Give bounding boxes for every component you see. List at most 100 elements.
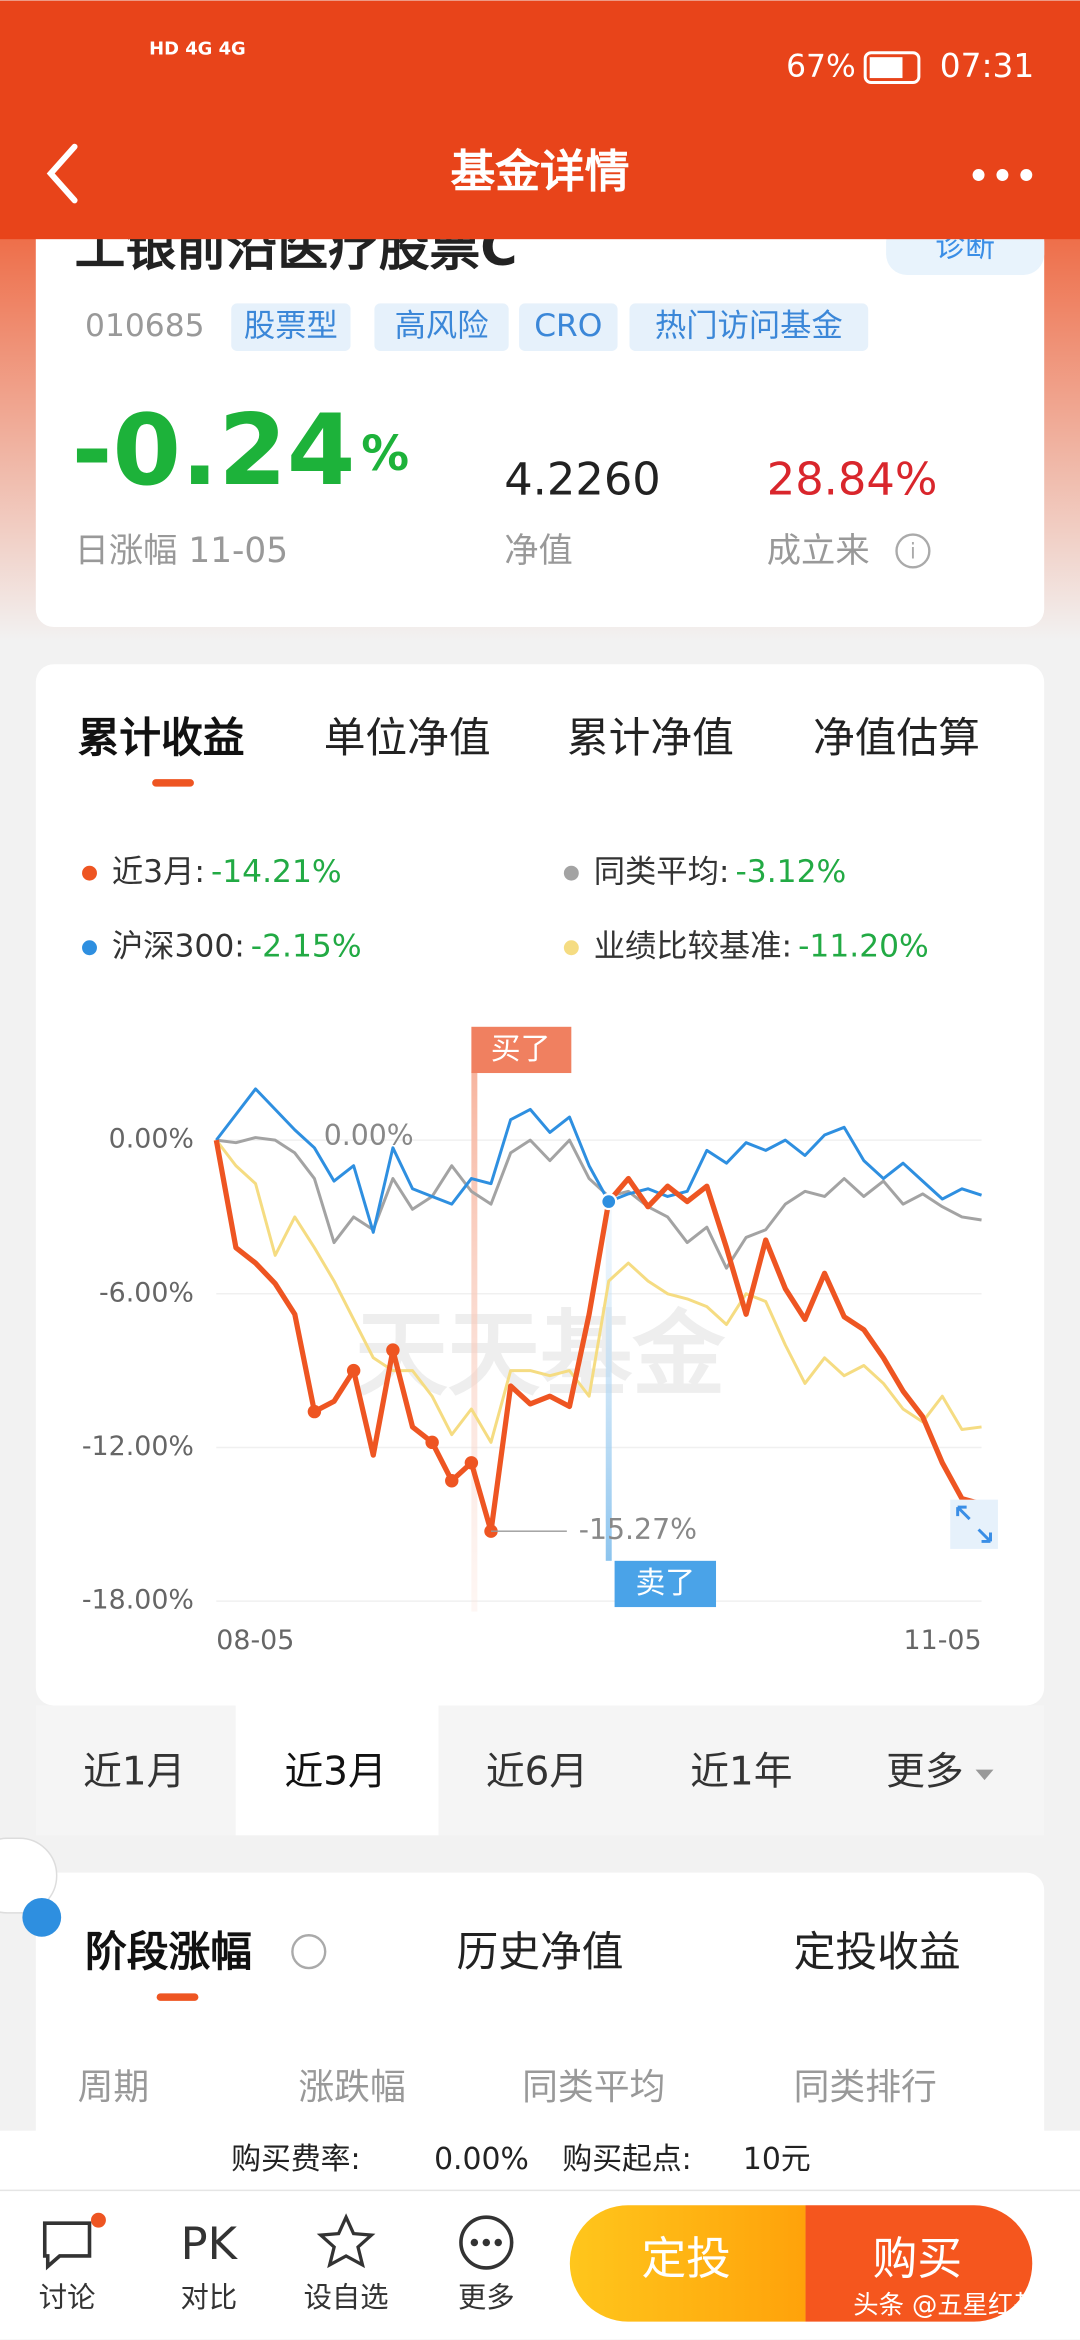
info-icon[interactable]	[291, 1934, 327, 1970]
legend-dot	[563, 865, 579, 881]
watch-icon[interactable]	[316, 2213, 376, 2269]
expand-icon[interactable]	[950, 1499, 998, 1549]
discuss-icon[interactable]	[42, 2221, 92, 2271]
fee-min: 10元	[743, 2142, 811, 2177]
info-icon[interactable]	[895, 533, 931, 569]
tab-underline	[152, 779, 194, 787]
x-tick-label: 08-05	[216, 1625, 294, 1656]
signal-icons: HD 4G 4G	[149, 39, 246, 60]
nav-label[interactable]: 更多	[458, 2281, 515, 2314]
chart-watermark: 天天基金	[355, 1300, 725, 1408]
fee-min-label: 购买起点:	[562, 2142, 691, 2177]
fee-rate-label: 购买费率:	[231, 2142, 360, 2177]
legend-entry: 近3月: -14.21%	[112, 854, 342, 890]
nav-label: 净值	[504, 531, 573, 571]
legend-entry: 沪深300: -2.15%	[112, 929, 362, 965]
table-header: 同类排行	[794, 2067, 937, 2108]
x-tick-label: 11-05	[904, 1625, 982, 1656]
y-tick-label: 0.00%	[109, 1124, 194, 1155]
period-bar	[35, 1705, 1045, 1836]
tag: CRO	[534, 308, 602, 344]
tab[interactable]: 单位净值	[324, 713, 491, 762]
nav-label[interactable]: 讨论	[39, 2281, 96, 2314]
legend-dot	[563, 940, 579, 956]
tab[interactable]: 累计收益	[78, 713, 245, 762]
trade-dot	[425, 1435, 439, 1450]
tag-bg	[629, 303, 869, 352]
daily-change-unit: %	[361, 427, 409, 482]
period[interactable]: 近6月	[486, 1750, 588, 1795]
daily-change: -0.24%	[72, 394, 410, 508]
badge	[90, 2212, 106, 2228]
chart-card	[35, 664, 1045, 1706]
battery-level	[869, 57, 903, 79]
daily-change-label: 日涨幅 11-05	[75, 531, 288, 571]
battery-icon	[863, 51, 921, 85]
tag: 高风险	[395, 308, 489, 344]
section-tab[interactable]: 定投收益	[794, 1927, 961, 1976]
tag: 股票型	[244, 308, 338, 344]
dropdown-arrow	[975, 1769, 994, 1781]
legend-entry: 业绩比较基准: -11.20%	[594, 929, 929, 965]
legend-entry: 同类平均: -3.12%	[594, 854, 847, 890]
more-icon[interactable]	[459, 2215, 514, 2270]
nav-label[interactable]: 对比	[181, 2281, 238, 2314]
tag-bg	[374, 303, 509, 352]
more-dots	[470, 2238, 502, 2247]
trade-dot	[346, 1363, 361, 1378]
period[interactable]: 近3月	[285, 1750, 387, 1795]
tab[interactable]: 累计净值	[567, 713, 734, 762]
table-header: 同类平均	[522, 2067, 665, 2108]
legend-name: 业绩比较基准:	[594, 929, 792, 965]
series-line	[216, 1136, 982, 1270]
invest-button[interactable]	[569, 2205, 806, 2322]
back-button[interactable]	[46, 143, 78, 204]
info-icon-glyph: i	[910, 539, 916, 563]
stage-card	[35, 1872, 1045, 2157]
tag: 热门访问基金	[655, 308, 843, 344]
series-line	[213, 1139, 983, 1534]
tag-bg	[519, 303, 618, 352]
pk-icon[interactable]: PK	[181, 2217, 239, 2270]
section-underline	[156, 1993, 199, 2001]
period[interactable]: 更多	[886, 1750, 964, 1795]
period[interactable]: 近1月	[83, 1750, 185, 1795]
section-tab[interactable]: 历史净值	[457, 1927, 624, 1976]
legend-value: -2.15%	[251, 929, 362, 965]
tag-bg	[231, 303, 351, 352]
buy-label: 买了	[491, 1032, 551, 1067]
assistant-arrow[interactable]	[22, 1897, 62, 1937]
more-menu[interactable]	[972, 169, 1033, 181]
invest-label[interactable]: 定投	[641, 2232, 731, 2285]
buy-button[interactable]	[805, 2205, 1033, 2322]
assistant-bubble[interactable]	[0, 1837, 58, 1914]
min-annotation: -15.27%	[579, 1513, 697, 1546]
since-inception-label: 成立来	[767, 531, 870, 571]
y-tick-label: -12.00%	[82, 1431, 194, 1462]
tab[interactable]: 净值估算	[813, 713, 980, 762]
y-tick-label: -6.00%	[99, 1277, 194, 1308]
table-header: 周期	[78, 2067, 150, 2108]
legend-value: -11.20%	[798, 929, 929, 965]
nav-label[interactable]: 设自选	[304, 2281, 389, 2314]
period-selected	[235, 1705, 439, 1836]
series-line	[215, 1139, 982, 1444]
trade-dot	[445, 1474, 459, 1488]
trade-dot	[307, 1404, 322, 1419]
sell-dot	[600, 1193, 618, 1211]
period[interactable]: 近1年	[690, 1750, 792, 1795]
fund-card	[35, 194, 1045, 628]
legend-value: -3.12%	[735, 854, 846, 890]
y-tick-label: -18.00%	[82, 1585, 194, 1616]
since-inception: 28.84%	[767, 452, 938, 505]
buy-label[interactable]: 购买	[873, 2232, 963, 2285]
nav: 4.2260	[504, 452, 661, 505]
clock: 07:31	[940, 47, 1035, 85]
buy-line	[471, 1071, 478, 1612]
sell-flag	[614, 1560, 717, 1608]
fee-bar	[0, 2130, 1080, 2191]
section-tab[interactable]: 阶段涨幅	[85, 1927, 252, 1976]
buy-flag	[471, 1026, 572, 1074]
